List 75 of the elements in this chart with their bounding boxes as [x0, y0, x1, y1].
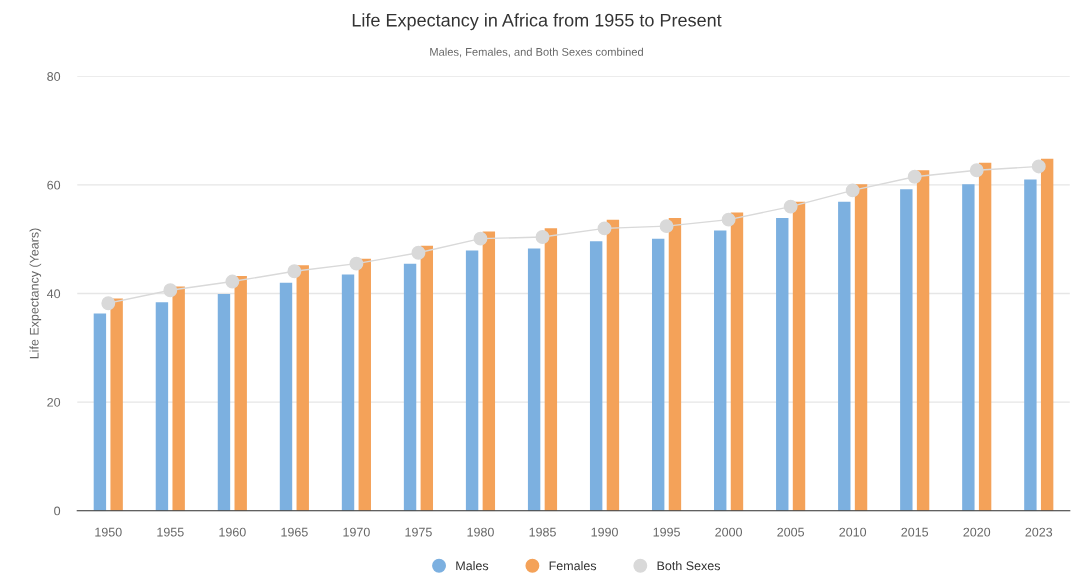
bar: [900, 189, 913, 511]
y-tick-label: 40: [46, 289, 61, 299]
point: [1031, 159, 1046, 174]
point: [349, 256, 364, 271]
bar: [155, 302, 169, 511]
point: [845, 183, 860, 198]
bar: [296, 265, 309, 511]
point: [659, 219, 674, 234]
bar: [465, 250, 479, 511]
x-tick-label: 1965: [281, 527, 308, 537]
bar: [838, 201, 851, 511]
legend-label: Females: [549, 561, 597, 571]
bar: [916, 170, 930, 511]
x-tick-label: 2005: [777, 527, 805, 537]
point: [163, 283, 178, 298]
x-tick-label: 1975: [405, 527, 432, 537]
bar: [482, 231, 496, 511]
bar: [403, 263, 417, 511]
point: [101, 296, 116, 311]
bar: [172, 286, 185, 511]
point: [721, 212, 736, 227]
point: [225, 274, 240, 289]
x-tick-label: 1985: [529, 527, 556, 537]
bar: [420, 245, 434, 511]
y-tick-label: 80: [47, 72, 61, 81]
x-tick-label: 2010: [839, 527, 867, 537]
y-axis-title: Life Expectancy (Years): [29, 228, 42, 359]
bar: [544, 228, 558, 511]
bar: [792, 201, 806, 511]
x-tick-label: 1990: [591, 527, 618, 537]
point: [473, 231, 488, 246]
bar: [606, 219, 620, 511]
chart-title: Life Expectancy in Africa from 1955 to Present: [352, 13, 722, 31]
bar: [1024, 179, 1037, 511]
x-tick-label: 1955: [157, 527, 184, 537]
bar: [279, 282, 293, 511]
bar: [93, 313, 107, 511]
chart-subtitle: Males, Females, and Both Sexes combined: [430, 47, 643, 58]
legend-label: Both Sexes: [657, 561, 721, 571]
bar: [854, 184, 868, 511]
y-tick-label: 60: [47, 180, 61, 190]
bar: [589, 241, 603, 511]
bar: [730, 212, 744, 511]
bar: [527, 248, 541, 511]
x-tick-label: 2000: [715, 527, 743, 537]
bar: [341, 274, 355, 511]
x-tick-label: 2020: [963, 527, 991, 537]
bar: [358, 258, 371, 511]
y-tick-label: 20: [47, 397, 61, 407]
point: [969, 163, 984, 178]
x-tick-label: 2015: [901, 527, 929, 537]
x-tick-label: 1970: [343, 527, 370, 537]
bar: [1040, 158, 1054, 511]
x-tick-label: 2023: [1025, 527, 1053, 537]
bar: [651, 238, 665, 511]
bar: [978, 162, 992, 511]
point: [597, 221, 612, 236]
point: [535, 230, 550, 244]
bar: [217, 294, 231, 511]
bar: [234, 276, 247, 511]
point: [411, 245, 426, 260]
bar: [962, 184, 975, 511]
bar: [110, 298, 123, 511]
x-tick-label: 1995: [653, 527, 680, 537]
bar: [714, 230, 727, 511]
point: [907, 169, 922, 184]
bar: [776, 218, 789, 511]
point: [287, 264, 302, 279]
x-tick-label: 1980: [467, 527, 494, 537]
x-tick-label: 1950: [95, 527, 122, 537]
legend-label: Males: [456, 561, 489, 571]
bar: [668, 218, 682, 511]
point: [783, 199, 798, 214]
x-tick-label: 1960: [219, 527, 246, 537]
y-tick-label: 0: [54, 506, 61, 516]
